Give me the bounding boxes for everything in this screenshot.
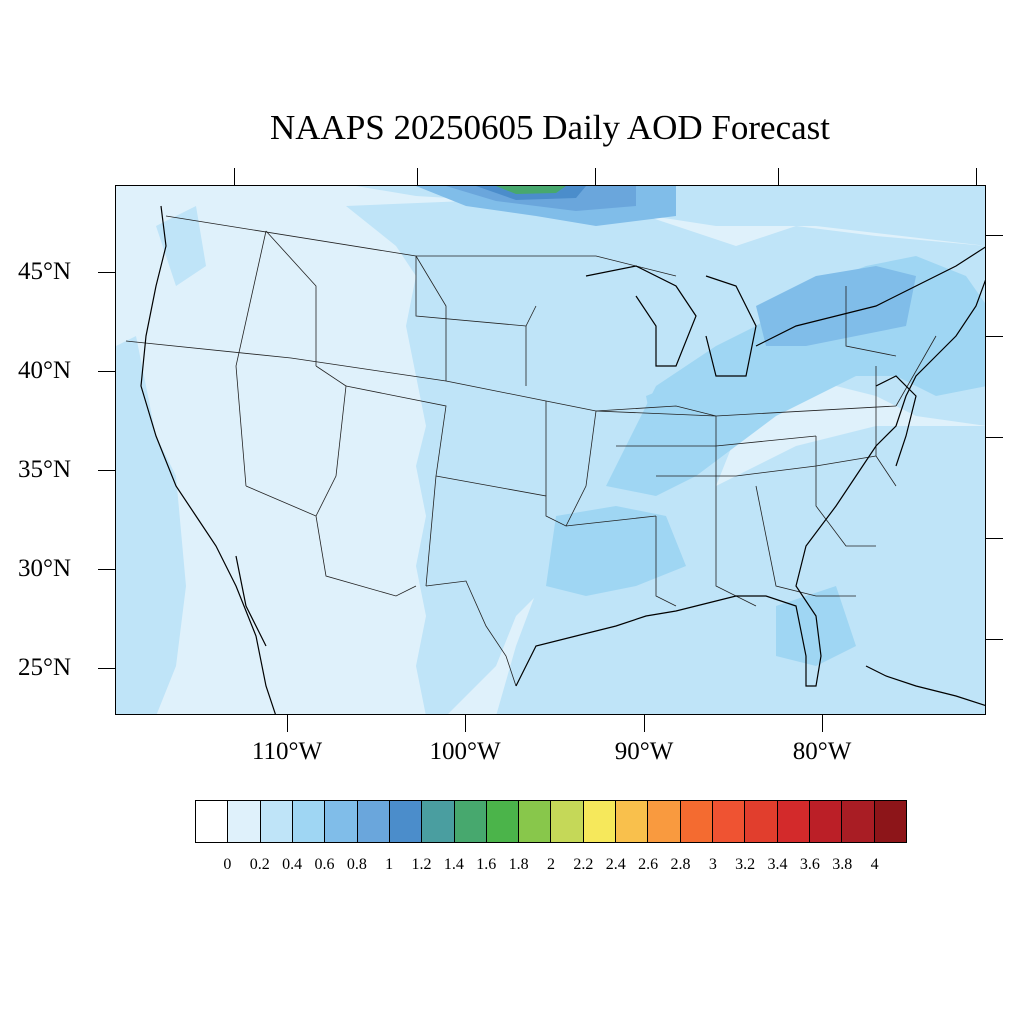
aod-region-midwest [646, 376, 746, 456]
colorbar-box-20 [842, 801, 875, 842]
colorbar-label: 2 [547, 856, 555, 873]
colorbar-box-3 [292, 801, 326, 842]
lon-tick-90w [644, 715, 645, 732]
colorbar-label: 2.6 [638, 856, 659, 873]
colorbar-box-14 [648, 801, 681, 842]
colorbar-label: 0.2 [249, 856, 270, 873]
lat-label-45n: 45°N [18, 258, 72, 285]
colorbar-box-18 [777, 801, 810, 842]
lon-tick-80w [822, 715, 823, 732]
top-tick-70w [976, 168, 977, 185]
lat-tick-35n [98, 470, 115, 471]
right-tick-1 [986, 235, 1003, 236]
colorbar-box-10 [519, 801, 552, 842]
lon-tick-100w [465, 715, 466, 732]
colorbar-box-16 [713, 801, 746, 842]
lat-label-30n: 30°N [18, 555, 72, 582]
colorbar-box-1 [228, 801, 261, 842]
lat-label-40n: 40°N [18, 357, 72, 384]
colorbar-box-17 [745, 801, 778, 842]
right-tick-3 [986, 437, 1003, 438]
colorbar-label: 1.4 [443, 856, 464, 873]
colorbar-box-0 [196, 801, 229, 842]
colorbar-label: 3.4 [767, 856, 788, 873]
colorbar-label: 3.6 [799, 856, 820, 873]
colorbar-label: 2.2 [573, 856, 594, 873]
colorbar-box-8 [454, 801, 487, 842]
colorbar-label: 2.8 [670, 856, 691, 873]
colorbar-box-6 [389, 801, 423, 842]
colorbar-box-9 [486, 801, 520, 842]
aod-region-pacific-nw [156, 206, 206, 286]
lat-tick-45n [98, 272, 115, 273]
colorbar-box-4 [325, 801, 358, 842]
aod-map [116, 186, 985, 714]
lat-tick-40n [98, 371, 115, 372]
colorbar-label: 1 [385, 856, 394, 873]
colorbar-box-2 [260, 801, 293, 842]
lon-label-90w: 90°W [614, 738, 674, 765]
colorbar-box-21 [874, 801, 906, 842]
aod-region-gulf [546, 506, 686, 596]
right-tick-2 [986, 336, 1003, 337]
colorbar-label: 3.8 [832, 856, 853, 873]
colorbar-box-11 [551, 801, 584, 842]
right-tick-4 [986, 538, 1003, 539]
top-tick-80w [778, 168, 779, 185]
aod-region-southeast-ocean [496, 426, 985, 714]
top-tick-90w [595, 168, 596, 185]
top-tick-110w [234, 168, 235, 185]
colorbar-box-12 [583, 801, 617, 842]
lon-label-110w: 110°W [251, 738, 323, 765]
colorbar-box-5 [357, 801, 390, 842]
lat-label-35n: 35°N [18, 456, 72, 483]
lat-tick-30n [98, 569, 115, 570]
colorbar-label: 1.2 [411, 856, 432, 873]
lat-tick-25n [98, 668, 115, 669]
colorbar-label: 0.4 [282, 856, 303, 873]
top-tick-100w [417, 168, 418, 185]
colorbar-label: 3 [708, 856, 717, 873]
colorbar-box-13 [616, 801, 649, 842]
colorbar-label: 1.6 [476, 856, 497, 873]
colorbar-label: 3.2 [735, 856, 756, 873]
colorbar-box-15 [680, 801, 713, 842]
lon-label-80w: 80°W [792, 738, 852, 765]
colorbar-label: 0.8 [346, 856, 367, 873]
colorbar-label: 1.8 [508, 856, 529, 873]
colorbar [195, 800, 907, 843]
colorbar-label: 4 [870, 856, 879, 873]
chart-title-text: NAAPS 20250605 Daily AOD Forecast [270, 108, 830, 147]
coastlines [140, 205, 985, 714]
right-tick-5 [986, 639, 1003, 640]
map-panel [115, 185, 986, 715]
colorbar-label: 0 [223, 856, 232, 873]
colorbar-label: 2.4 [605, 856, 626, 873]
aod-region-west-coast [116, 336, 186, 714]
colorbar-label: 0.6 [314, 856, 335, 873]
colorbar-box-7 [422, 801, 455, 842]
aod-region-canada-max [496, 186, 566, 194]
lon-tick-110w [287, 715, 288, 732]
colorbar-box-19 [809, 801, 843, 842]
lat-label-25n: 25°N [18, 654, 72, 681]
lon-label-100w: 100°W [429, 738, 501, 765]
